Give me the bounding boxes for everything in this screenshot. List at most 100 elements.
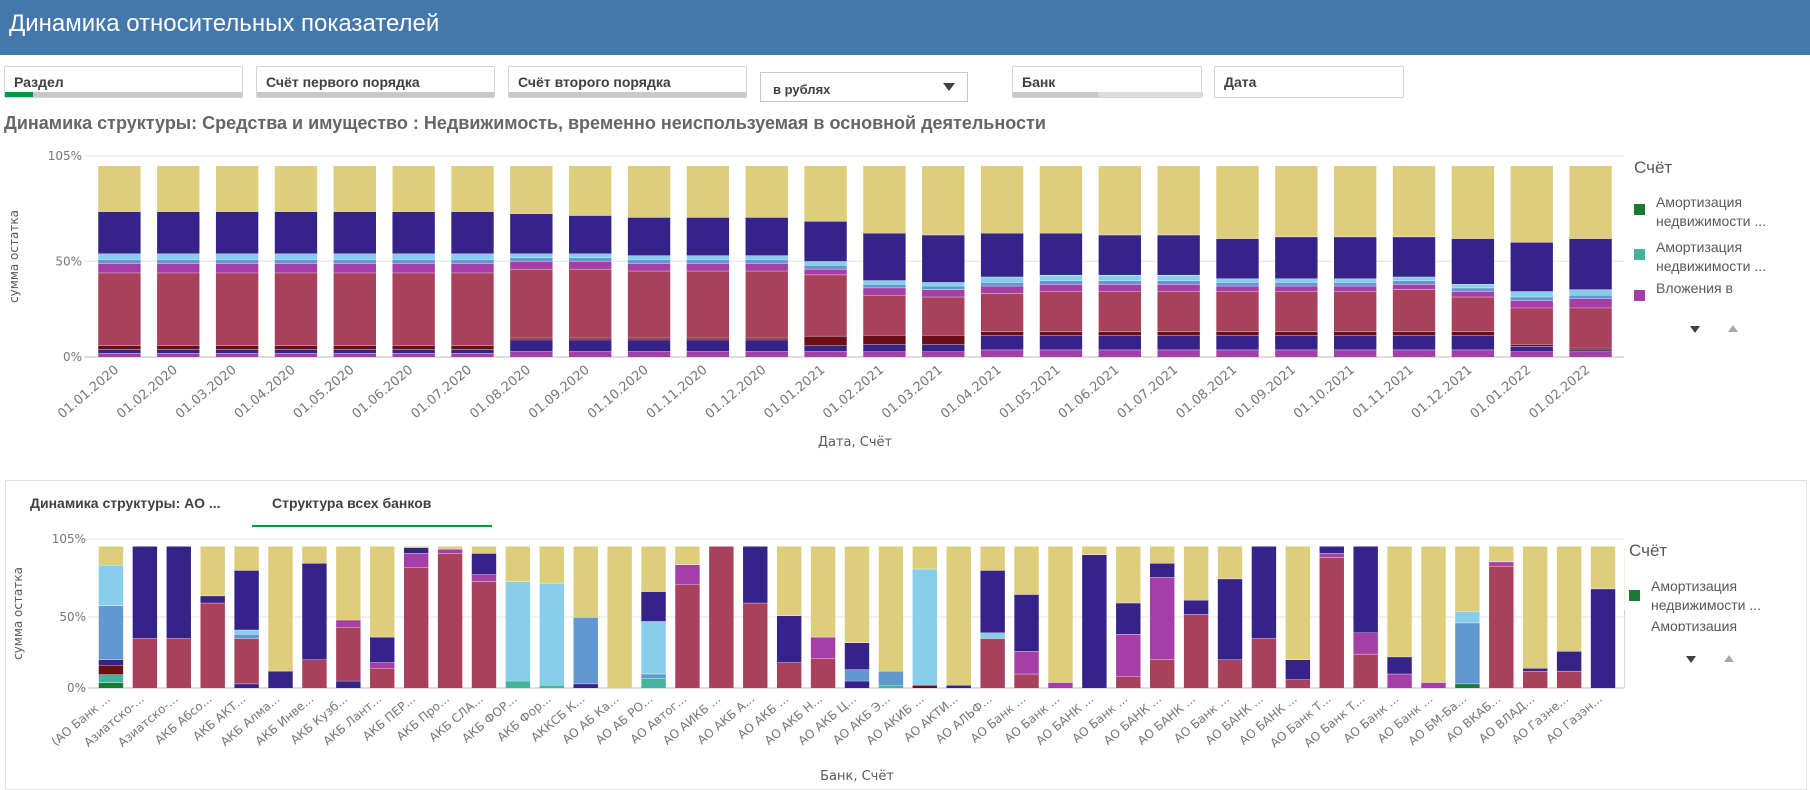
bar-segment bbox=[98, 659, 124, 666]
bar-segment bbox=[215, 353, 259, 357]
filter-schet-first[interactable]: Счёт первого порядка bbox=[256, 66, 495, 98]
legend-scroll-down-icon[interactable] bbox=[1690, 326, 1700, 333]
bar-stack bbox=[686, 165, 730, 357]
bar-segment bbox=[804, 265, 847, 269]
bar-segment bbox=[1569, 298, 1612, 308]
bar-segment bbox=[1510, 291, 1553, 297]
bar-segment bbox=[1216, 349, 1259, 357]
bar-segment bbox=[1451, 238, 1495, 285]
legend-scroll-down-icon[interactable] bbox=[1686, 656, 1696, 663]
bar-segment bbox=[333, 272, 376, 346]
bar-stack bbox=[844, 545, 870, 688]
bar-stack bbox=[403, 545, 429, 688]
bar-segment bbox=[1157, 274, 1200, 281]
x-tick-label: 01.11.2021 bbox=[1350, 363, 1417, 422]
bar-segment bbox=[844, 642, 870, 670]
bar-stack bbox=[922, 165, 965, 357]
bar-segment bbox=[627, 165, 671, 218]
bar-segment bbox=[333, 253, 376, 260]
bar-segment bbox=[1039, 165, 1083, 234]
filter-razdel[interactable]: Раздел bbox=[4, 66, 243, 98]
bar-segment bbox=[1014, 594, 1039, 652]
tab-dynamics[interactable]: Динамика структуры: АО ... bbox=[30, 495, 221, 511]
bar-segment bbox=[1455, 622, 1480, 684]
bar-segment bbox=[1569, 307, 1612, 348]
bar-segment bbox=[370, 668, 395, 688]
bar-segment bbox=[1149, 659, 1175, 688]
bar-segment bbox=[1285, 679, 1311, 688]
bar-segment bbox=[776, 546, 802, 616]
bar-segment bbox=[641, 591, 666, 622]
bar-segment bbox=[471, 553, 497, 575]
filter-schet-second[interactable]: Счёт второго порядка bbox=[508, 66, 747, 98]
bar-stack bbox=[1157, 165, 1200, 357]
top-chart[interactable]: 0%50%105%сумма остатка01.01.202001.02.20… bbox=[0, 140, 1630, 460]
chevron-down-icon bbox=[943, 83, 955, 91]
x-tick-label: 01.06.2021 bbox=[1056, 363, 1123, 422]
bar-segment bbox=[1116, 634, 1141, 677]
bar-segment bbox=[1116, 676, 1141, 688]
bar-segment bbox=[1216, 278, 1259, 283]
y-tick-label: 0% bbox=[63, 350, 82, 364]
bar-segment bbox=[1510, 307, 1553, 345]
bar-segment bbox=[686, 217, 730, 256]
bar-segment bbox=[157, 353, 200, 357]
bar-segment bbox=[1157, 291, 1200, 332]
bottom-chart[interactable]: 0%50%105%сумма остатка(АО Банк ...Азиатс… bbox=[0, 530, 1625, 790]
bar-segment bbox=[1556, 670, 1582, 688]
top-legend-swatch bbox=[1634, 204, 1645, 215]
x-tick-label: 01.11.2020 bbox=[644, 363, 711, 422]
bar-stack bbox=[1523, 545, 1548, 688]
bar-segment bbox=[743, 546, 768, 603]
bar-segment bbox=[1157, 335, 1200, 350]
bar-segment bbox=[810, 658, 836, 688]
bar-segment bbox=[1334, 335, 1377, 350]
bar-stack bbox=[98, 545, 124, 688]
bar-segment bbox=[980, 233, 1024, 277]
bar-segment bbox=[1251, 638, 1277, 688]
legend-scroll-up-icon[interactable] bbox=[1724, 655, 1734, 662]
bar-segment bbox=[1251, 546, 1277, 639]
bar-segment bbox=[863, 351, 906, 357]
bar-segment bbox=[878, 685, 904, 688]
bar-segment bbox=[844, 546, 870, 643]
bar-stack bbox=[215, 165, 259, 357]
bar-segment bbox=[1392, 289, 1436, 332]
bar-segment bbox=[336, 546, 361, 620]
bar-segment bbox=[370, 636, 395, 663]
bottom-legend-item[interactable]: Амортизация недвижимости ... bbox=[1651, 578, 1762, 613]
bar-stack bbox=[912, 545, 938, 688]
bar-segment bbox=[745, 165, 788, 218]
filter-bank[interactable]: Банк bbox=[1012, 66, 1203, 98]
filter-progress bbox=[5, 92, 242, 97]
bar-segment bbox=[1455, 611, 1480, 623]
bar-segment bbox=[686, 339, 730, 352]
bar-stack bbox=[1334, 165, 1377, 357]
top-legend-item[interactable]: Вложения в bbox=[1656, 280, 1733, 296]
tab-all-banks[interactable]: Структура всех банков bbox=[272, 495, 432, 511]
bar-segment bbox=[1569, 349, 1612, 352]
top-legend-item[interactable]: Амортизация недвижимости ... bbox=[1656, 239, 1767, 274]
top-legend-item[interactable]: Амортизация недвижимости ... bbox=[1656, 194, 1767, 229]
bar-segment bbox=[922, 282, 965, 286]
filter-label: Дата bbox=[1224, 74, 1257, 90]
bar-segment bbox=[1082, 546, 1107, 555]
bar-segment bbox=[922, 165, 965, 235]
bar-segment bbox=[510, 257, 553, 262]
y-tick-label: 105% bbox=[52, 532, 86, 546]
top-legend-title: Счёт bbox=[1634, 158, 1673, 177]
y-tick-label: 105% bbox=[48, 149, 82, 163]
bar-stack bbox=[1353, 545, 1378, 688]
filter-date[interactable]: Дата bbox=[1214, 66, 1404, 98]
bottom-legend-item[interactable]: Амортизация bbox=[1651, 618, 1738, 631]
legend-scroll-up-icon[interactable] bbox=[1728, 325, 1738, 332]
currency-select[interactable]: в рублях bbox=[760, 72, 968, 102]
bar-segment bbox=[709, 546, 734, 688]
bar-segment bbox=[234, 629, 259, 635]
bar-segment bbox=[403, 546, 429, 548]
bar-segment bbox=[215, 345, 259, 350]
bar-segment bbox=[686, 263, 730, 271]
bar-segment bbox=[686, 351, 730, 357]
bar-segment bbox=[569, 339, 612, 352]
x-tick-label: 01.01.2022 bbox=[1468, 363, 1535, 422]
